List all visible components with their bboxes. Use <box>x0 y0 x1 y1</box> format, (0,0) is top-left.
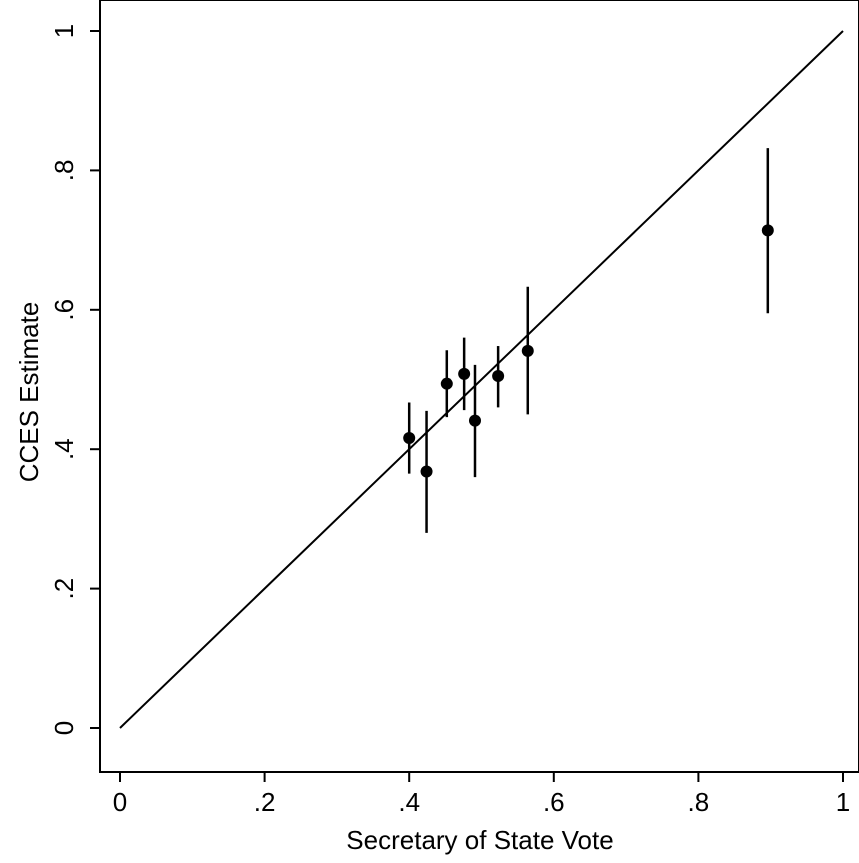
data-point <box>458 367 471 380</box>
data-point <box>521 344 534 357</box>
y-axis: 0 .2 .4 .6 .8 1 <box>49 24 100 735</box>
y-tick-label: 0 <box>49 721 79 735</box>
y-axis-title: CCES Estimate <box>14 302 44 483</box>
x-tick-label: 0 <box>113 787 127 817</box>
data-point <box>492 370 505 383</box>
x-tick-label: .8 <box>688 787 710 817</box>
x-tick-label: .4 <box>398 787 420 817</box>
y-tick-label: 1 <box>49 24 79 38</box>
x-tick-label: .2 <box>254 787 276 817</box>
data-point <box>440 377 453 390</box>
reference-line <box>119 30 844 729</box>
plot-frame <box>99 0 859 773</box>
x-tick-label: .6 <box>543 787 565 817</box>
data-point <box>420 465 433 478</box>
data-point <box>403 432 416 445</box>
x-axis: 0 .2 .4 .6 .8 1 <box>113 772 850 817</box>
y-tick-label: .6 <box>49 299 79 321</box>
y-tick-label: .4 <box>49 438 79 460</box>
reference-line-layer <box>119 30 844 729</box>
x-axis-title: Secretary of State Vote <box>346 825 613 855</box>
points-layer <box>403 148 774 533</box>
x-tick-label: 1 <box>836 787 850 817</box>
y-tick-label: .8 <box>49 160 79 182</box>
data-point <box>468 414 481 427</box>
y-tick-label: .2 <box>49 578 79 600</box>
data-point <box>761 224 774 237</box>
